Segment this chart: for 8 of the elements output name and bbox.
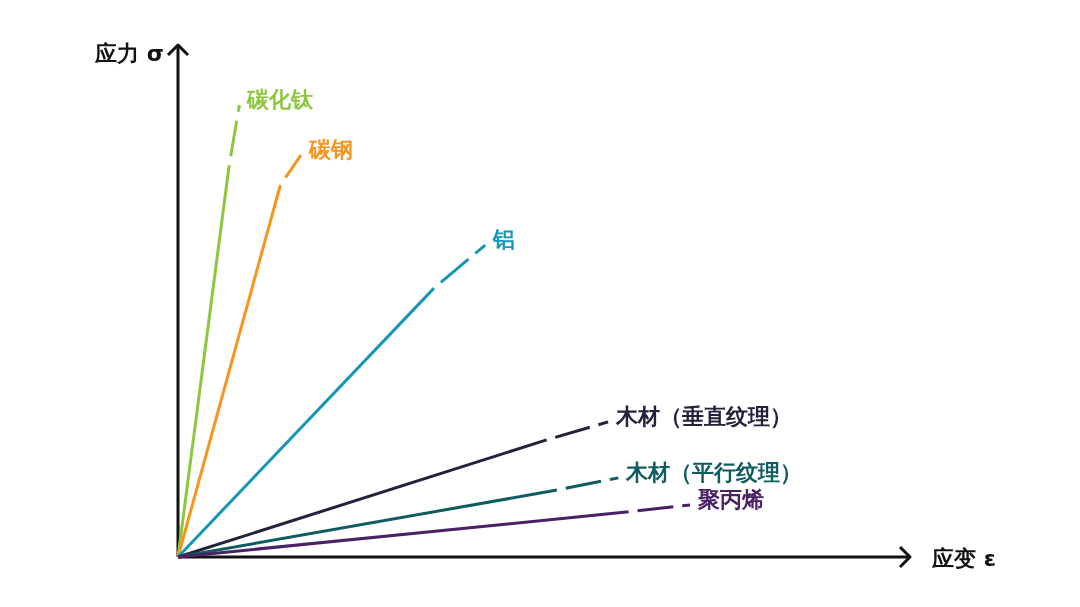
series-label: 木材（平行纹理） (625, 459, 803, 485)
y-axis-title: 应力 σ (94, 41, 164, 66)
series-label: 木材（垂直纹理） (615, 403, 793, 429)
text: 应变 ε (931, 546, 996, 571)
series-label: 铝 (492, 227, 516, 253)
series-label: 碳钢 (307, 137, 353, 163)
series-label: 聚丙烯 (697, 487, 764, 513)
series-label: 碳化钛 (246, 87, 315, 112)
